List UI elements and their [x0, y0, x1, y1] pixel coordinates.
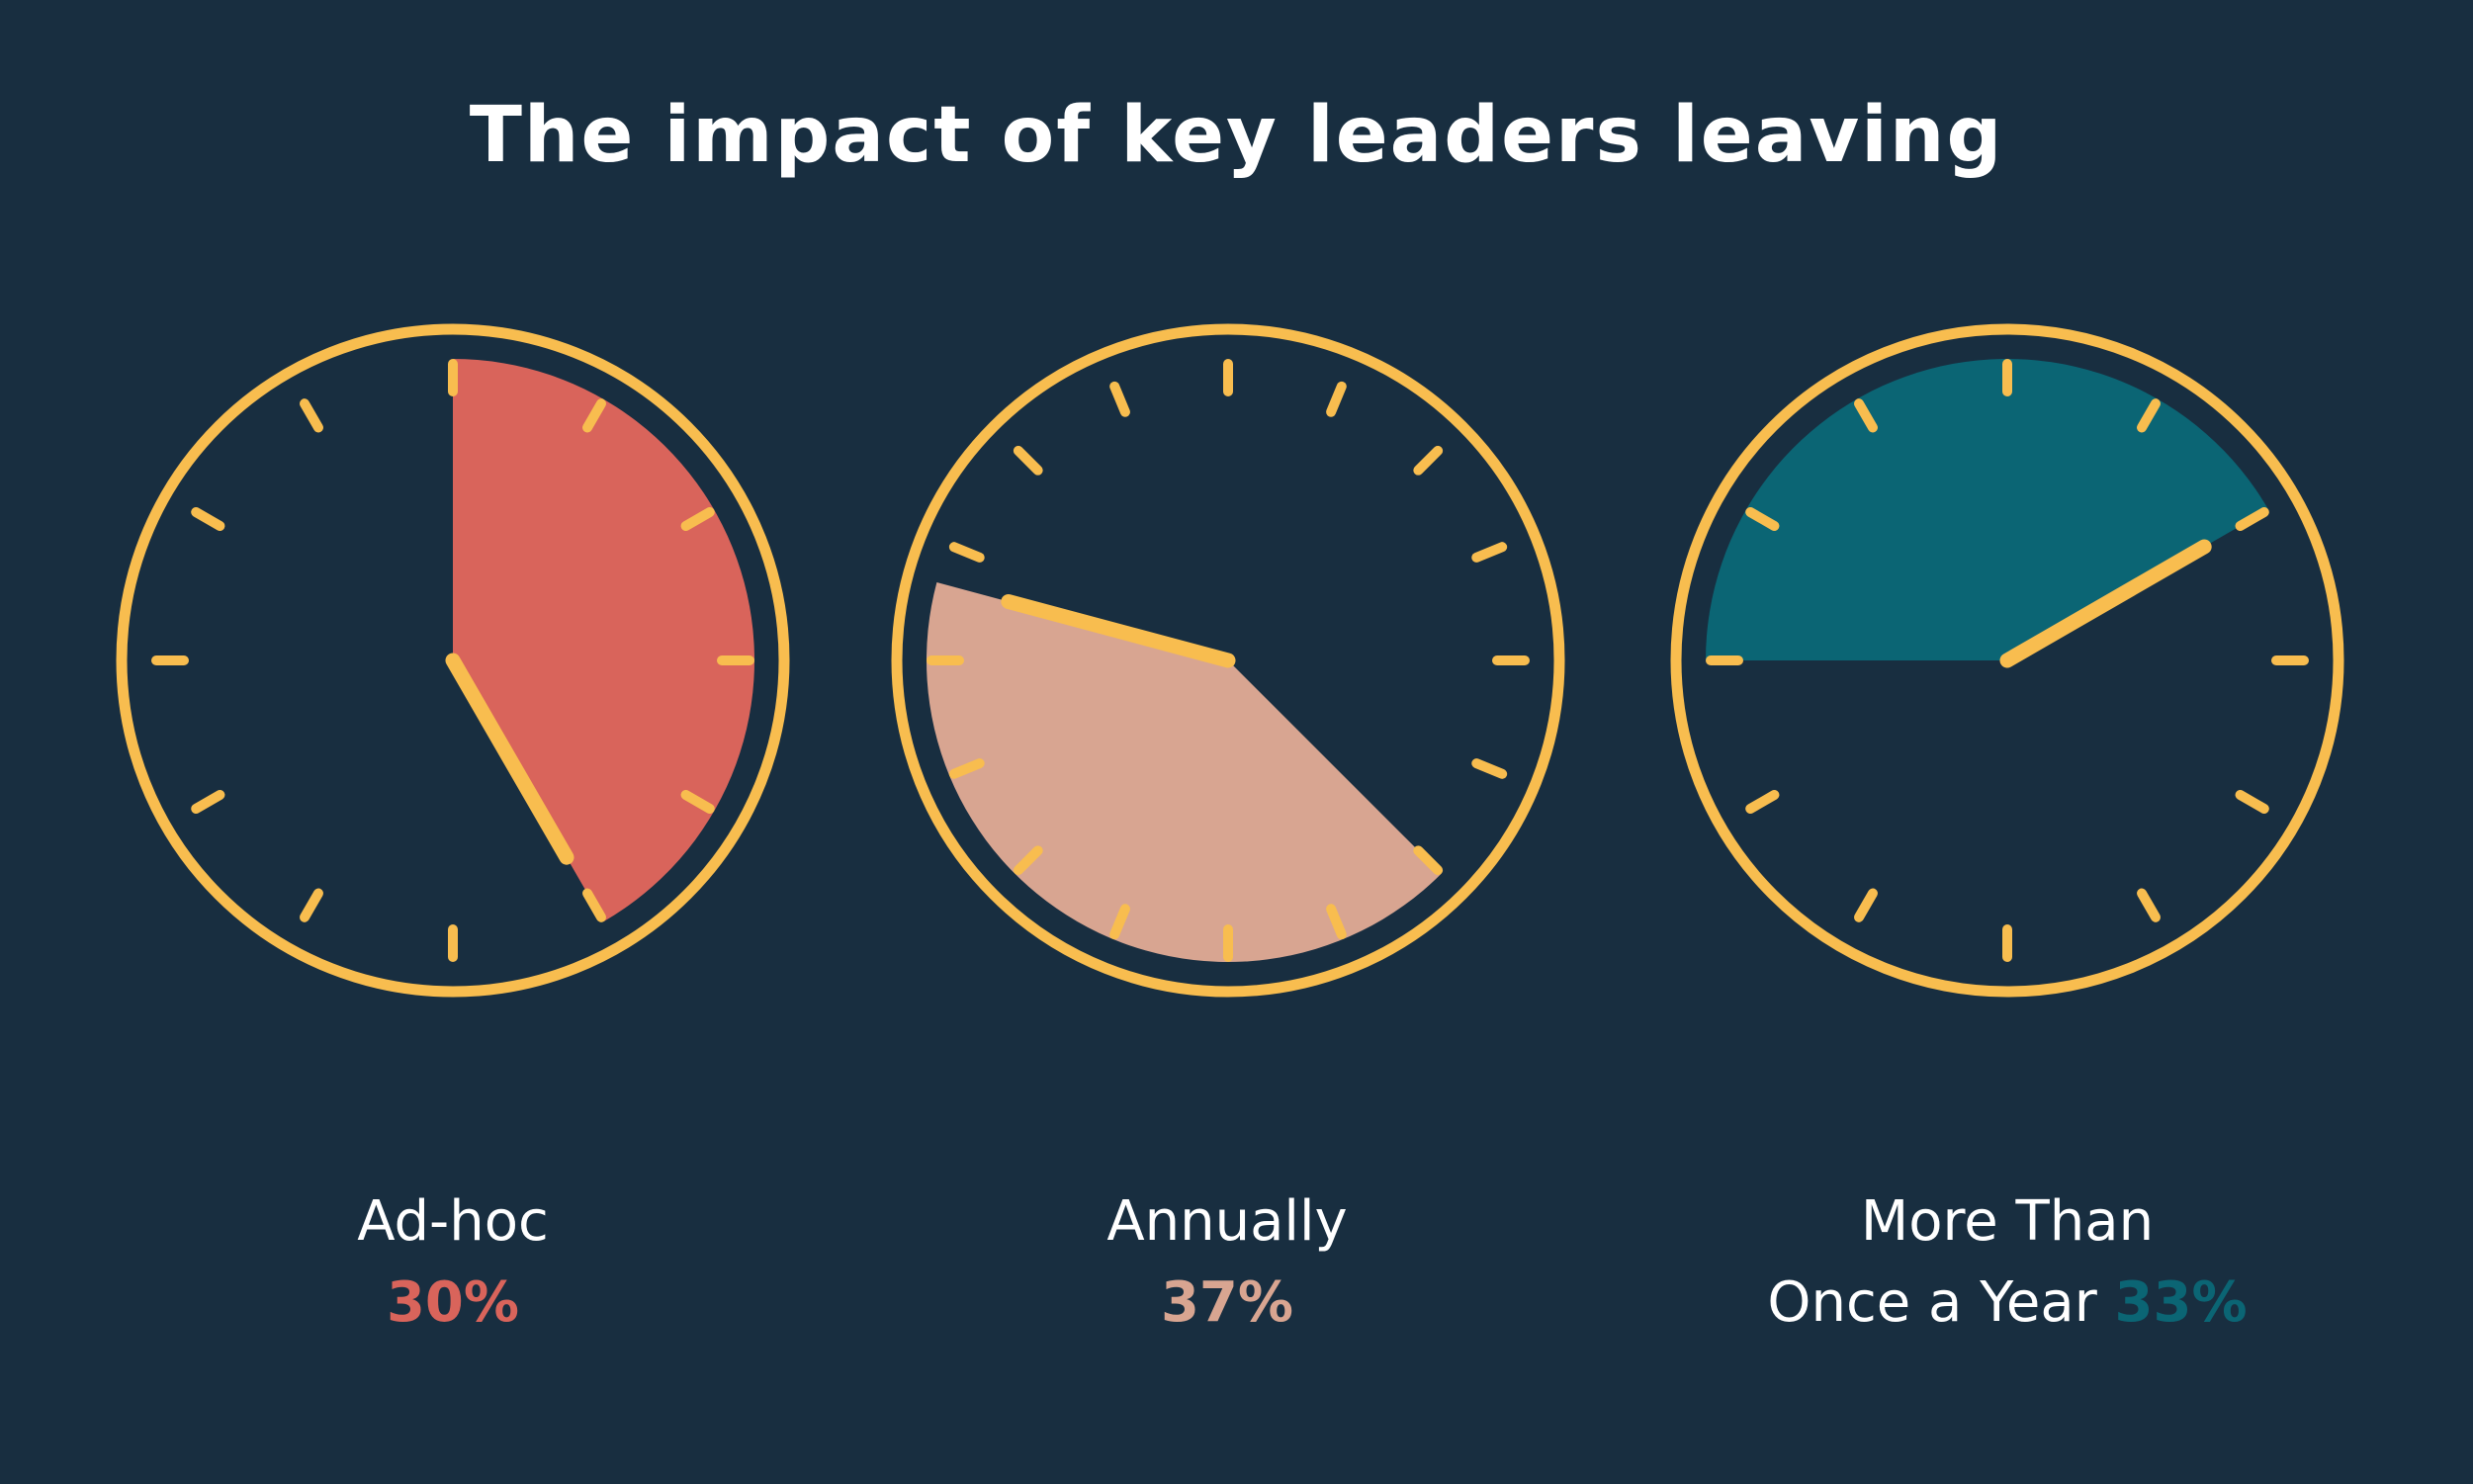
gauge-tick [948, 542, 985, 563]
gauge-tick [1326, 381, 1347, 417]
gauge-tick [2235, 790, 2269, 814]
gauge-ring [1670, 323, 2344, 998]
caption-annually: Annually 37% [851, 1181, 1603, 1344]
gauge-tick [1854, 888, 1878, 922]
gauge-tick [1745, 507, 1780, 531]
gauge-tick [300, 888, 323, 922]
gauge-tick [2137, 888, 2161, 922]
gauge-tick [1326, 904, 1347, 940]
caption-value: 37% [1160, 1270, 1294, 1335]
gauge-more-than-once-a-year [1670, 323, 2344, 998]
gauge-tick [680, 790, 715, 814]
caption-label: Ad-hoc [357, 1189, 549, 1254]
gauge-tick [1745, 790, 1780, 814]
gauge-tick [2235, 507, 2269, 531]
gauge-tick [582, 398, 606, 433]
gauge-ring [116, 323, 790, 998]
gauge-tick [1013, 845, 1043, 876]
caption-more-than-once-a-year: More Than Once a Year 33% [1632, 1181, 2383, 1344]
page-title: The impact of key leaders leaving [469, 91, 2004, 180]
gauge-hand [1001, 593, 1236, 668]
gauge-hand [1999, 539, 2212, 668]
gauge-tick [1413, 445, 1444, 476]
gauge-sector [927, 582, 1442, 963]
gauge-tick [1413, 845, 1444, 876]
gauge-tick [680, 507, 715, 531]
caption-label: Once a Year [1767, 1270, 2097, 1335]
gauge-tick [582, 888, 606, 922]
caption-label: More Than [1860, 1189, 2155, 1254]
gauge-tick [2137, 398, 2161, 433]
gauge-tick [300, 398, 323, 433]
gauge-ad-hoc [116, 323, 790, 998]
caption-value: 33% [2114, 1270, 2248, 1335]
gauge-tick [1013, 445, 1043, 476]
gauge-tick [1471, 542, 1508, 563]
caption-ad-hoc: Ad-hoc 30% [77, 1181, 829, 1344]
gauge-hand [445, 653, 574, 865]
gauge-tick [191, 507, 225, 531]
gauge-tick [1109, 381, 1130, 417]
gauge-tick [1109, 904, 1130, 940]
caption-label-line2: Once a Year 33% [1632, 1263, 2383, 1344]
gauge-tick [1471, 758, 1508, 779]
gauge-annually [891, 323, 1565, 998]
gauge-tick [948, 758, 985, 779]
gauge-ring [891, 323, 1565, 998]
caption-value: 30% [386, 1270, 520, 1335]
caption-label: Annually [1106, 1189, 1348, 1254]
gauge-tick [1854, 398, 1878, 433]
gauge-tick [191, 790, 225, 814]
